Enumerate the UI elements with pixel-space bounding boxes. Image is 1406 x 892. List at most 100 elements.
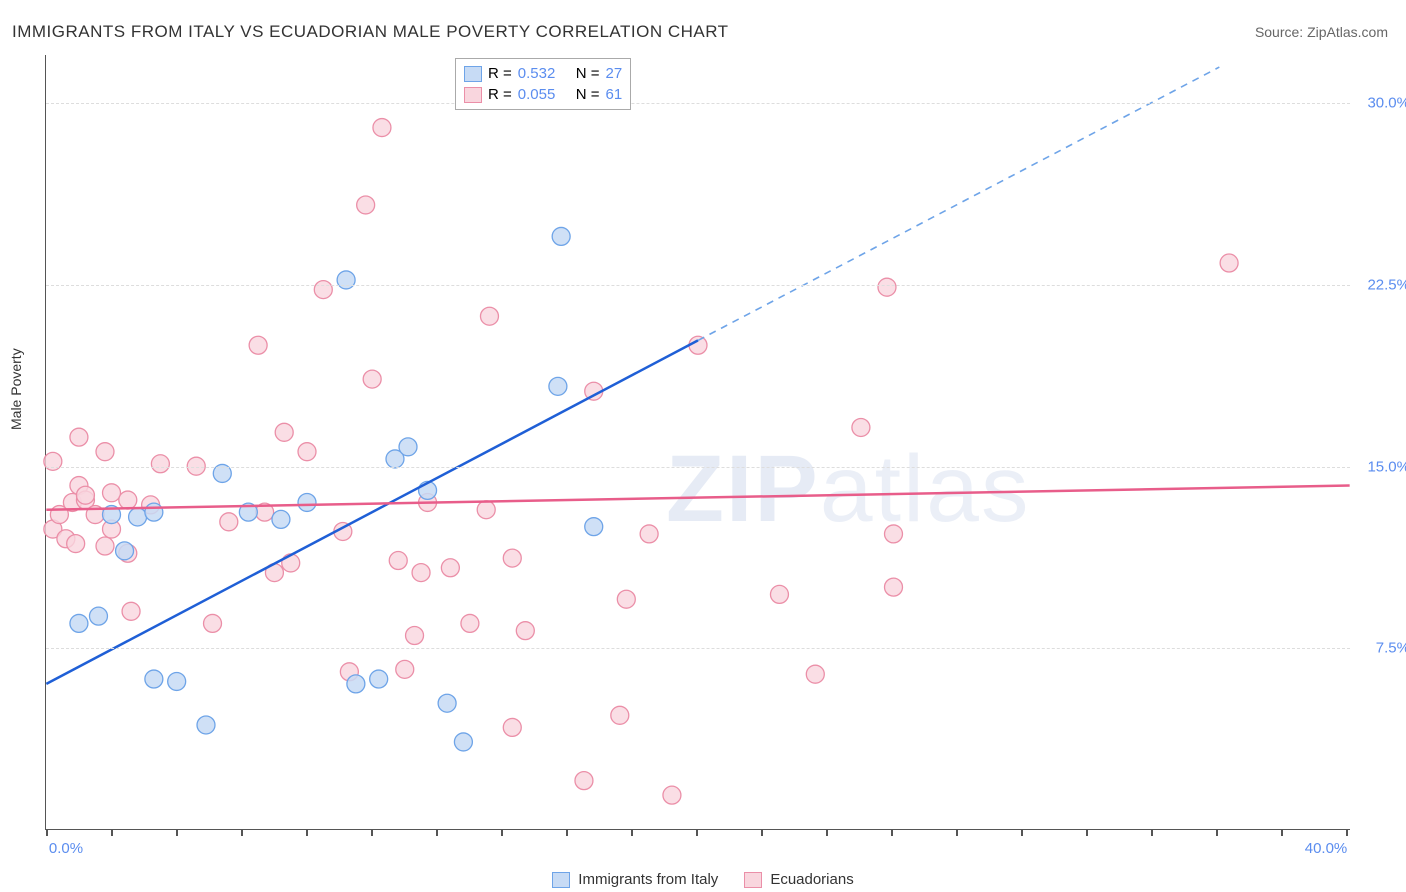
- data-point: [337, 271, 355, 289]
- data-point: [357, 196, 375, 214]
- chart-title: IMMIGRANTS FROM ITALY VS ECUADORIAN MALE…: [12, 22, 729, 42]
- x-tick-mark: [241, 829, 243, 836]
- x-tick-mark: [1346, 829, 1348, 836]
- data-point: [885, 578, 903, 596]
- legend-label: Ecuadorians: [770, 871, 853, 888]
- chart-container: IMMIGRANTS FROM ITALY VS ECUADORIAN MALE…: [0, 0, 1406, 892]
- data-point: [389, 552, 407, 570]
- data-point: [885, 525, 903, 543]
- legend-r-label: R =: [488, 86, 512, 103]
- data-point: [168, 672, 186, 690]
- data-point: [373, 119, 391, 137]
- gridline: [46, 103, 1350, 104]
- data-point: [197, 716, 215, 734]
- data-point: [70, 428, 88, 446]
- data-point: [70, 614, 88, 632]
- correlation-legend: R = 0.532 N = 27 R = 0.055 N = 61: [455, 58, 631, 110]
- trend-line: [46, 486, 1349, 510]
- x-tick-mark: [956, 829, 958, 836]
- legend-n-value: 61: [606, 86, 623, 103]
- data-point: [611, 706, 629, 724]
- plot-area: ZIPatlas 7.5%15.0%22.5%30.0%0.0%40.0%: [45, 55, 1350, 830]
- x-tick-label-left: 0.0%: [49, 840, 83, 857]
- gridline: [46, 467, 1350, 468]
- data-point: [314, 281, 332, 299]
- legend-label: Immigrants from Italy: [578, 871, 718, 888]
- data-point: [806, 665, 824, 683]
- x-tick-mark: [1151, 829, 1153, 836]
- data-point: [878, 278, 896, 296]
- data-point: [76, 486, 94, 504]
- data-point: [461, 614, 479, 632]
- data-point: [640, 525, 658, 543]
- gridline: [46, 648, 1350, 649]
- data-point: [363, 370, 381, 388]
- legend-swatch: [744, 872, 762, 888]
- x-tick-mark: [111, 829, 113, 836]
- data-point: [298, 443, 316, 461]
- data-point: [617, 590, 635, 608]
- x-tick-mark: [891, 829, 893, 836]
- x-tick-mark: [371, 829, 373, 836]
- x-tick-mark: [1216, 829, 1218, 836]
- x-tick-mark: [46, 829, 48, 836]
- data-point: [480, 307, 498, 325]
- data-point: [770, 585, 788, 603]
- legend-row: R = 0.055 N = 61: [464, 84, 622, 105]
- x-tick-mark: [1021, 829, 1023, 836]
- data-point: [503, 549, 521, 567]
- x-tick-label-right: 40.0%: [1305, 840, 1348, 857]
- series-legend: Immigrants from Italy Ecuadorians: [0, 871, 1406, 888]
- legend-n-label: N =: [576, 86, 600, 103]
- y-tick-label: 7.5%: [1376, 640, 1406, 657]
- legend-n-value: 27: [606, 65, 623, 82]
- data-point: [96, 537, 114, 555]
- data-point: [549, 377, 567, 395]
- data-point: [516, 622, 534, 640]
- x-tick-mark: [826, 829, 828, 836]
- x-tick-mark: [501, 829, 503, 836]
- data-point: [503, 718, 521, 736]
- data-point: [220, 513, 238, 531]
- gridline: [46, 285, 1350, 286]
- data-point: [116, 542, 134, 560]
- data-point: [1220, 254, 1238, 272]
- data-point: [204, 614, 222, 632]
- source-attribution: Source: ZipAtlas.com: [1255, 24, 1388, 40]
- data-point: [129, 508, 147, 526]
- legend-r-value: 0.532: [518, 65, 570, 82]
- data-point: [585, 518, 603, 536]
- x-tick-mark: [176, 829, 178, 836]
- data-point: [282, 554, 300, 572]
- legend-row: R =0.532N =27: [464, 63, 622, 84]
- legend-r-value: 0.055: [518, 86, 570, 103]
- data-point: [103, 484, 121, 502]
- legend-item: Immigrants from Italy: [552, 871, 718, 888]
- data-point: [689, 336, 707, 354]
- data-point: [399, 438, 417, 456]
- data-point: [272, 510, 290, 528]
- data-point: [663, 786, 681, 804]
- legend-swatch: [552, 872, 570, 888]
- plot-svg: [46, 55, 1350, 829]
- legend-n-label: N =: [576, 65, 600, 82]
- data-point: [145, 670, 163, 688]
- data-point: [67, 535, 85, 553]
- legend-item: Ecuadorians: [744, 871, 853, 888]
- data-point: [552, 227, 570, 245]
- data-point: [454, 733, 472, 751]
- trend-line-extension: [698, 67, 1219, 340]
- legend-swatch: [464, 66, 482, 82]
- data-point: [347, 675, 365, 693]
- data-point: [396, 660, 414, 678]
- x-tick-mark: [306, 829, 308, 836]
- data-point: [151, 455, 169, 473]
- data-point: [89, 607, 107, 625]
- x-tick-mark: [566, 829, 568, 836]
- data-point: [275, 423, 293, 441]
- data-point: [412, 564, 430, 582]
- x-tick-mark: [696, 829, 698, 836]
- data-point: [441, 559, 459, 577]
- data-point: [852, 418, 870, 436]
- data-point: [406, 627, 424, 645]
